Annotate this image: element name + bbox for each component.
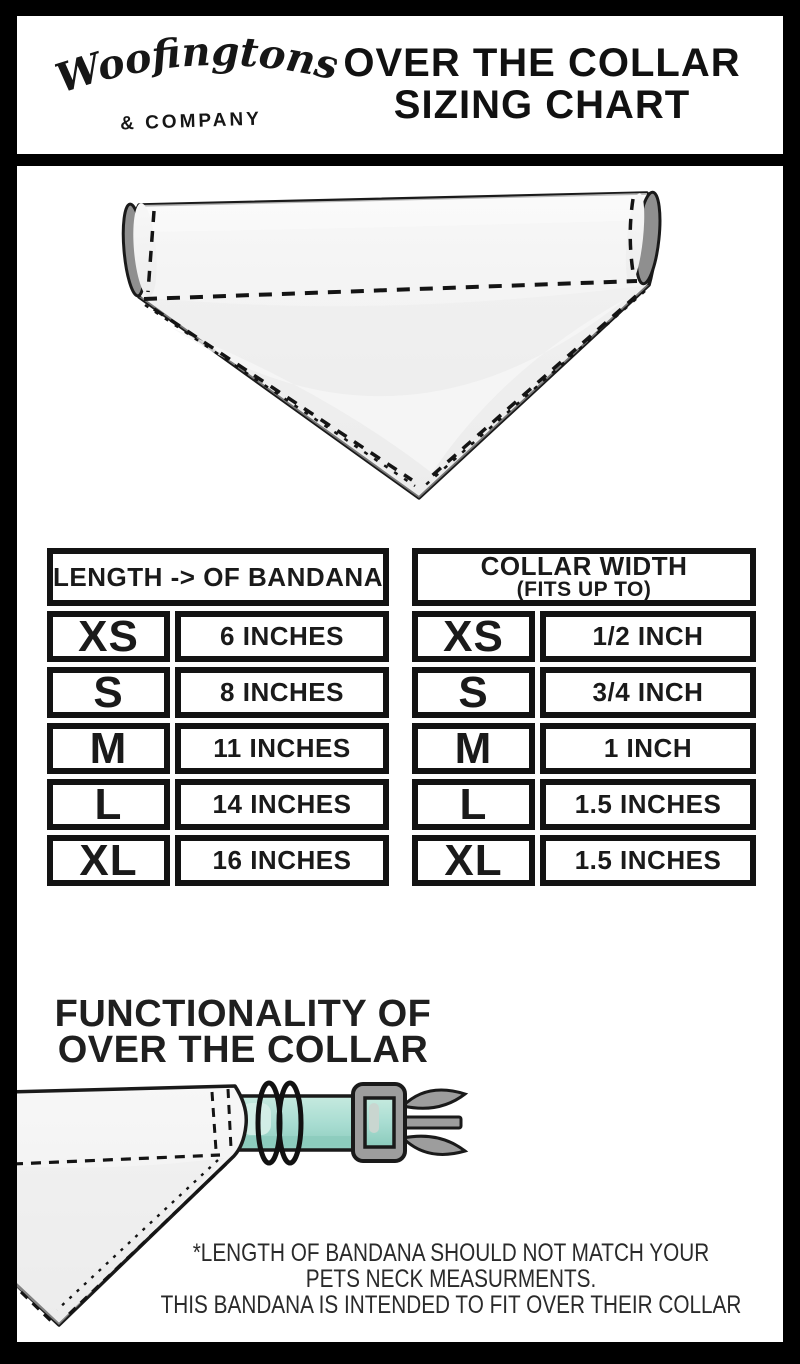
functionality-heading: FUNCTIONALITY OF OVER THE COLLAR [23,993,463,1071]
length-value-l: 14 INCHES [175,779,389,830]
length-value-s: 8 INCHES [175,667,389,718]
collar-value-xs: 1/2 INCH [540,611,756,662]
page-title-line1: OVER THE COLLAR [343,41,741,85]
length-size-xl: XL [47,835,170,886]
collar-value-m: 1 INCH [540,723,756,774]
collar-table-header: COLLAR WIDTH (FITS UP TO) [412,548,756,606]
collar-value-s: 3/4 INCH [540,667,756,718]
collar-table-header-line2: (FITS UP TO) [516,578,652,601]
length-size-s: S [47,667,170,718]
collar-size-m: M [412,723,535,774]
header: Woofingtons & COMPANY OVER THE COLLAR SI… [17,16,783,154]
prong-top [400,1088,469,1110]
bandana-on-collar-diagram [17,1080,469,1327]
main-content: LENGTH -> OF BANDANA XS 6 INCHES S 8 INC… [17,166,783,1342]
collar-size-s: S [412,667,535,718]
keeper-loops [255,1080,304,1166]
collar-size-xs: XS [412,611,535,662]
collar-size-xl: XL [412,835,535,886]
functionality-heading-line1: FUNCTIONALITY OF [54,993,432,1035]
length-table: LENGTH -> OF BANDANA XS 6 INCHES S 8 INC… [47,548,389,886]
length-value-xs: 6 INCHES [175,611,389,662]
prong-bar [399,1115,463,1130]
buckle [351,1082,407,1163]
collar-strap [229,1094,361,1152]
fabric-shading [139,285,649,498]
footnote-line3: THIS BANDANA IS INTENDED TO FIT OVER THE… [160,1291,742,1319]
footnote-line1: *LENGTH OF BANDANA SHOULD NOT MATCH YOUR [192,1239,710,1267]
brand-name: Woofingtons [49,23,338,103]
collar-width-table: COLLAR WIDTH (FITS UP TO) XS 1/2 INCH S … [412,548,756,886]
functionality-heading-line2: OVER THE COLLAR [57,1029,429,1071]
collar-value-l: 1.5 INCHES [540,779,756,830]
bandana-fabric [126,191,660,500]
page-title: OVER THE COLLAR SIZING CHART [309,42,775,126]
prong-bottom [399,1134,469,1156]
stitching [17,1088,233,1325]
length-value-xl: 16 INCHES [175,835,389,886]
fabric-highlight [172,298,627,473]
length-size-xs: XS [47,611,170,662]
stitching [143,198,646,490]
bandana-diagram [121,190,662,500]
footnote: *LENGTH OF BANDANA SHOULD NOT MATCH YOUR… [127,1240,774,1318]
bandana-fabric [17,1084,249,1327]
page-title-line2: SIZING CHART [393,83,691,127]
collar-size-l: L [412,779,535,830]
collar-value-xl: 1.5 INCHES [540,835,756,886]
collar-table-header-line1: COLLAR WIDTH [480,551,688,581]
length-table-header: LENGTH -> OF BANDANA [47,548,389,606]
brand-logo: Woofingtons [49,23,338,103]
buckle-prongs [399,1088,469,1156]
footnote-line2: PETS NECK MEASURMENTS. [305,1265,597,1293]
length-size-m: M [47,723,170,774]
length-value-m: 11 INCHES [175,723,389,774]
length-size-l: L [47,779,170,830]
